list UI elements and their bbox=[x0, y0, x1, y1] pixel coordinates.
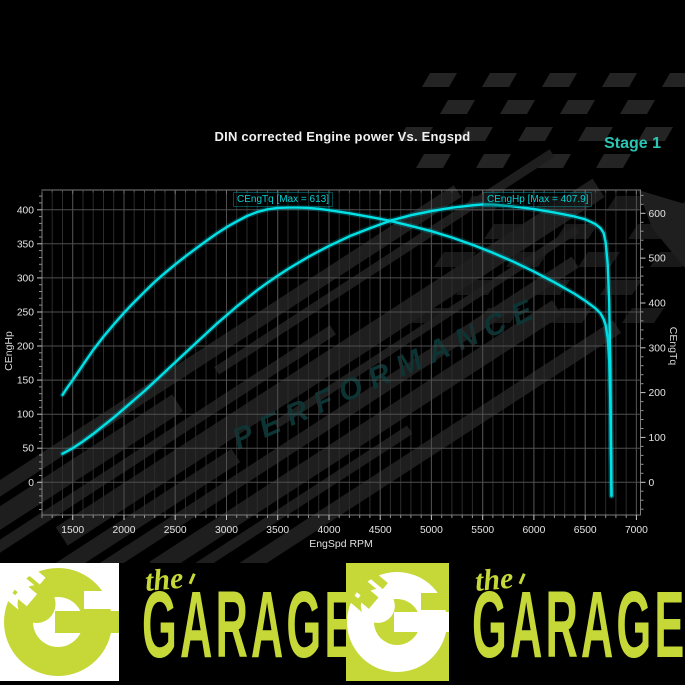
stage-badge: Stage 1 bbox=[604, 135, 661, 152]
svg-text:400: 400 bbox=[649, 299, 666, 310]
svg-text:6500: 6500 bbox=[574, 525, 597, 536]
chart-title: DIN corrected Engine power Vs. Engspd bbox=[214, 129, 471, 144]
x-axis-label: EngSpd RPM bbox=[309, 538, 373, 550]
svg-text:50: 50 bbox=[23, 444, 35, 455]
brand-garage: GARAGE bbox=[472, 572, 685, 679]
y-axis-left-label: CEngHp bbox=[3, 331, 15, 371]
svg-text:5000: 5000 bbox=[420, 525, 443, 536]
brand-garage: GARAGE bbox=[142, 572, 346, 679]
svg-text:0: 0 bbox=[28, 478, 34, 489]
torque-max-annotation: CEngTq [Max = 613] bbox=[233, 192, 333, 207]
svg-text:4500: 4500 bbox=[369, 525, 392, 536]
brand-banner: the GARAGE the GARAGE bbox=[0, 563, 685, 681]
svg-text:250: 250 bbox=[17, 308, 34, 319]
svg-text:2000: 2000 bbox=[113, 525, 136, 536]
svg-text:1500: 1500 bbox=[61, 525, 84, 536]
svg-text:150: 150 bbox=[17, 376, 34, 387]
svg-text:350: 350 bbox=[17, 239, 34, 250]
svg-text:7000: 7000 bbox=[625, 525, 648, 536]
svg-text:500: 500 bbox=[649, 254, 666, 265]
svg-text:5500: 5500 bbox=[471, 525, 494, 536]
garage-logo-tile-green bbox=[346, 563, 449, 681]
power-max-annotation: CEngHp [Max = 407.9] bbox=[483, 192, 593, 207]
garage-g-wrench-icon bbox=[346, 563, 449, 672]
svg-text:300: 300 bbox=[649, 343, 666, 354]
svg-text:3000: 3000 bbox=[215, 525, 238, 536]
svg-text:3500: 3500 bbox=[266, 525, 289, 536]
svg-text:6000: 6000 bbox=[522, 525, 545, 536]
y-axis-right-label: CEngTq bbox=[667, 326, 679, 366]
svg-text:4000: 4000 bbox=[318, 525, 341, 536]
brand-text-tile: the GARAGE bbox=[449, 563, 685, 681]
svg-text:0: 0 bbox=[649, 478, 655, 489]
svg-text:400: 400 bbox=[17, 205, 34, 216]
svg-text:300: 300 bbox=[17, 273, 34, 284]
garage-logo-tile-white bbox=[0, 563, 119, 681]
brand-text-tile: the GARAGE bbox=[119, 563, 346, 681]
svg-text:200: 200 bbox=[649, 388, 666, 399]
svg-text:200: 200 bbox=[17, 342, 34, 353]
svg-text:100: 100 bbox=[17, 410, 34, 421]
garage-g-wrench-icon bbox=[0, 563, 119, 676]
svg-text:2500: 2500 bbox=[164, 525, 187, 536]
svg-text:100: 100 bbox=[649, 433, 666, 444]
svg-text:600: 600 bbox=[649, 209, 666, 220]
